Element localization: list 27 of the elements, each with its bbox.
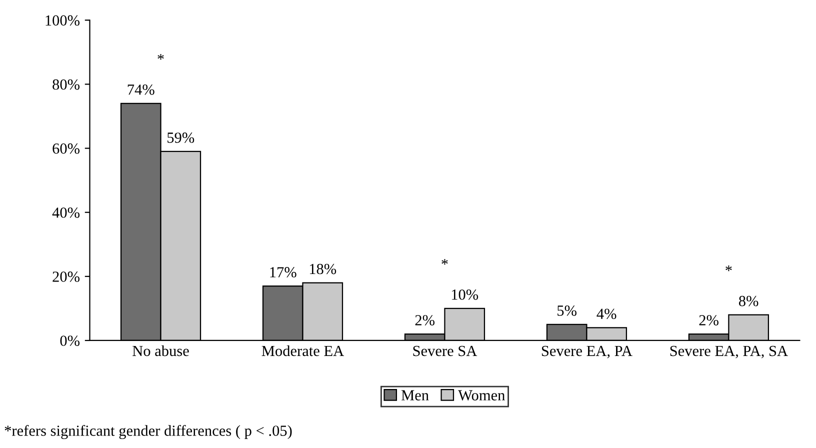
annotation: * xyxy=(726,265,732,272)
data-label: 59% xyxy=(168,132,194,143)
y-tick-label: 0% xyxy=(60,336,80,346)
y-tick-label: 20% xyxy=(52,272,80,282)
x-tick-label: Severe EA, PA, SA xyxy=(670,346,788,358)
data-label: 5% xyxy=(558,305,576,316)
y-tick-label: 80% xyxy=(52,79,80,90)
data-label: 2% xyxy=(699,315,718,326)
y-tick-label: 60% xyxy=(52,143,80,154)
legend-label: Women xyxy=(458,390,505,401)
data-label: 17% xyxy=(270,267,296,278)
data-label: 10% xyxy=(452,289,478,300)
data-label: 8% xyxy=(738,296,758,306)
data-label: 2% xyxy=(415,315,435,326)
x-tick-label: Severe EA, PA xyxy=(542,346,632,358)
data-label: 4% xyxy=(596,308,616,320)
x-tick-label: Severe SA xyxy=(413,346,478,356)
x-tick-label: Moderate EA xyxy=(262,345,344,356)
data-label: 18% xyxy=(310,264,336,274)
x-tick-label: No abuse xyxy=(132,345,189,356)
annotation: * xyxy=(158,54,164,60)
legend-label: Men xyxy=(401,390,429,400)
data-label: 74% xyxy=(128,84,154,95)
y-tick-label: 100% xyxy=(46,15,80,26)
annotation: * xyxy=(442,259,448,265)
text: *refers significant gender differences ( p < .05) xyxy=(4,424,292,440)
y-tick-label: 40% xyxy=(52,207,80,218)
